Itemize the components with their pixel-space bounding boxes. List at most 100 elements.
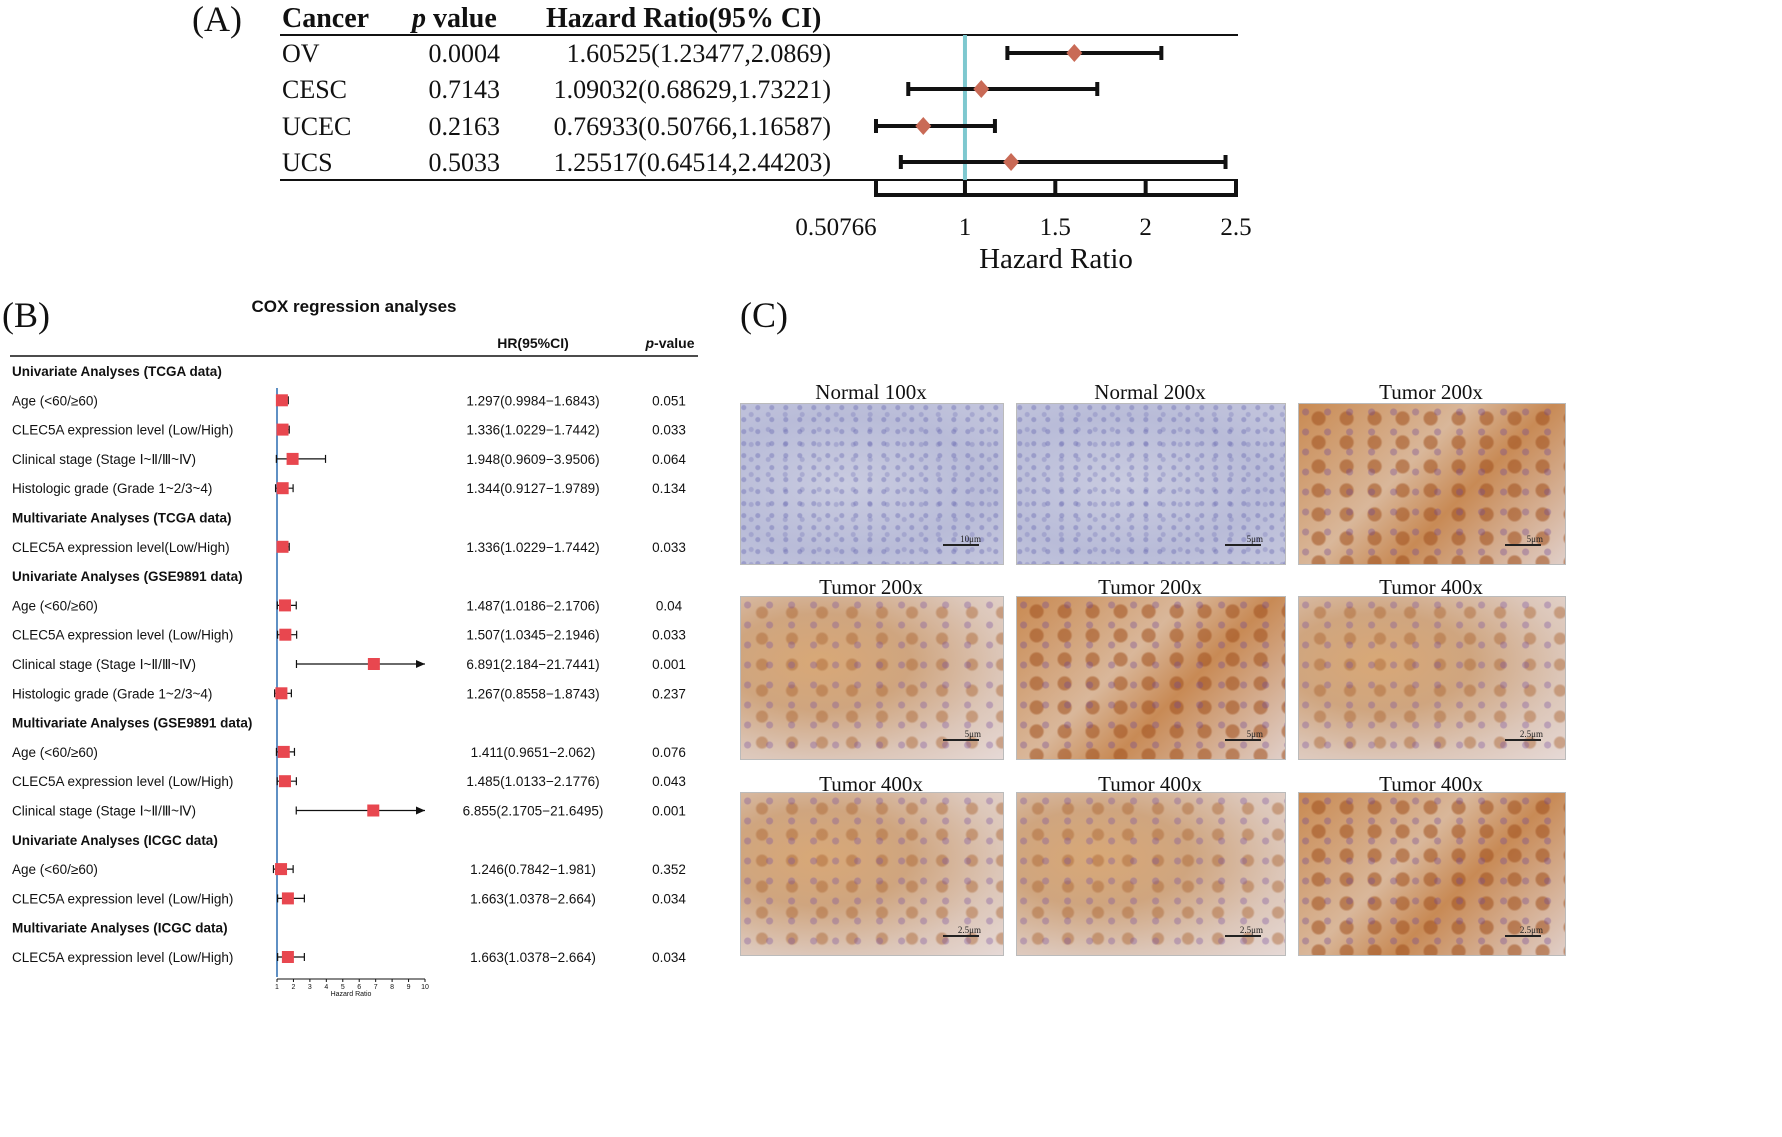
row-p-value: 0.051 (652, 393, 686, 408)
scale-bar (1505, 544, 1541, 546)
scale-bar-label: 5μm (1246, 534, 1263, 544)
row-p-value: 0.0004 (429, 39, 501, 68)
scale-bar-label: 5μm (964, 729, 981, 739)
micrograph-image: 2.5μm (1298, 792, 1566, 956)
row-label: Age (<60/≥60) (12, 598, 98, 613)
x-tick-label: 5 (341, 984, 345, 991)
header-hazard-ratio: Hazard Ratio(95% CI) (546, 3, 821, 34)
row-label: Age (<60/≥60) (12, 862, 98, 877)
col-hr-header: HR(95%CI) (497, 335, 569, 351)
row-cancer: UCS (282, 148, 333, 177)
row-p-value: 0.04 (656, 598, 683, 613)
forest-plot-b: COX regression analyses HR(95%CI) p-value U… (10, 297, 698, 998)
micrograph-image: 5μm (740, 596, 1004, 760)
hr-marker (275, 687, 288, 700)
header-p-value: p value (410, 3, 497, 34)
section-header: Multivariate Analyses (GSE9891 data) (12, 716, 252, 731)
row-p-value: 0.033 (652, 540, 686, 555)
x-tick-label: 3 (308, 984, 312, 991)
section-header: Univariate Analyses (TCGA data) (12, 364, 222, 379)
row-hr-text: 1.267(0.8558−1.8743) (466, 686, 599, 701)
row-hr-text: 1.336(1.0229−1.7442) (466, 540, 599, 555)
section-header: Univariate Analyses (GSE9891 data) (12, 569, 243, 584)
row-hr-text: 1.09032(0.68629,1.73221) (554, 75, 831, 104)
ci-arrow (416, 806, 425, 815)
forest-plot-a: Cancer p value Hazard Ratio(95% CI) OV 0.000… (280, 3, 1252, 275)
row-hr-text: 1.411(0.9651−2.062) (471, 745, 596, 760)
row-p-value: 0.034 (652, 950, 686, 965)
scale-bar (1505, 739, 1541, 741)
row-p-value: 0.7143 (429, 75, 501, 104)
row-hr-text: 1.487(1.0186−2.1706) (466, 598, 599, 613)
x-tick-label: 2 (291, 984, 295, 991)
row-p-value: 0.237 (652, 686, 686, 701)
row-hr-text: 1.507(1.0345−2.1946) (466, 628, 599, 643)
row-p-value: 0.033 (652, 423, 686, 438)
micrograph-image: 2.5μm (1298, 596, 1566, 760)
hr-marker (277, 745, 290, 758)
x-tick-label: 2.5 (1220, 214, 1251, 241)
row-p-value: 0.001 (652, 657, 686, 672)
scale-bar-label: 2.5μm (957, 925, 981, 935)
hr-marker (1066, 44, 1083, 62)
panel-a-label: (A) (192, 0, 242, 39)
row-hr-text: 6.855(2.1705−21.6495) (463, 804, 604, 819)
scale-bar (943, 544, 979, 546)
panel-b-title: COX regression analyses (251, 297, 456, 316)
row-p-value: 0.2163 (429, 112, 501, 141)
row-hr-text: 1.336(1.0229−1.7442) (466, 423, 599, 438)
hr-marker (286, 452, 299, 465)
row-label: CLEC5A expression level (Low/High) (12, 891, 233, 906)
row-label: Histologic grade (Grade 1~2/3~4) (12, 686, 212, 701)
row-hr-text: 1.25517(0.64514,2.44203) (554, 148, 831, 177)
image-title: Normal 200x (1094, 380, 1206, 404)
micrograph-image: 2.5μm (1016, 792, 1286, 956)
row-p-value: 0.001 (652, 804, 686, 819)
hr-marker (973, 80, 990, 98)
hr-marker (276, 482, 289, 495)
x-tick-label: 7 (374, 984, 378, 991)
hr-marker (278, 775, 291, 788)
hr-marker (1003, 153, 1020, 171)
scale-bar-label: 5μm (1246, 729, 1263, 739)
row-hr-text: 1.663(1.0378−2.664) (470, 891, 596, 906)
hr-marker (367, 804, 380, 817)
row-cancer: UCEC (282, 112, 351, 141)
image-title: Tumor 200x (1379, 380, 1483, 404)
hr-marker (275, 863, 288, 876)
x-tick-label: 1.5 (1040, 214, 1071, 241)
scale-bar-label: 10μm (960, 534, 981, 544)
section-header: Multivariate Analyses (ICGC data) (12, 921, 228, 936)
micrograph-image: 5μm (1016, 596, 1286, 760)
hr-marker (276, 423, 289, 436)
row-label: Clinical stage (Stage Ⅰ~Ⅱ/Ⅲ~Ⅳ) (12, 657, 196, 672)
x-tick-label: 6 (357, 984, 361, 991)
row-p-value: 0.034 (652, 891, 686, 906)
row-label: Clinical stage (Stage Ⅰ~Ⅱ/Ⅲ~Ⅳ) (12, 804, 196, 819)
micrograph-image: 10μm (740, 403, 1004, 565)
image-title: Tumor 200x (819, 575, 923, 599)
micrograph-image: 5μm (1298, 403, 1566, 565)
hr-marker (915, 117, 932, 135)
hr-marker (367, 658, 380, 670)
x-tick-label: 4 (324, 984, 328, 991)
row-p-value: 0.076 (652, 745, 686, 760)
hr-marker (279, 628, 292, 641)
scale-bar-label: 2.5μm (1519, 925, 1543, 935)
section-header: Univariate Analyses (ICGC data) (12, 833, 218, 848)
row-cancer: OV (282, 39, 320, 68)
scale-bar (943, 739, 979, 741)
image-title: Tumor 200x (1098, 575, 1202, 599)
row-p-value: 0.134 (652, 481, 686, 496)
panel-c-label: (C) (740, 295, 788, 335)
x-tick-label: 10 (421, 984, 429, 991)
scale-bar (1225, 935, 1261, 937)
x-tick-label: 8 (390, 984, 394, 991)
col-p-header: p-value (644, 335, 694, 351)
header-cancer: Cancer (282, 3, 369, 34)
row-hr-text: 1.60525(1.23477,2.0869) (567, 39, 831, 68)
row-hr-text: 1.485(1.0133−2.1776) (466, 774, 599, 789)
row-label: CLEC5A expression level (Low/High) (12, 774, 233, 789)
row-hr-text: 0.76933(0.50766,1.16587) (554, 112, 831, 141)
row-hr-text: 1.663(1.0378−2.664) (470, 950, 596, 965)
